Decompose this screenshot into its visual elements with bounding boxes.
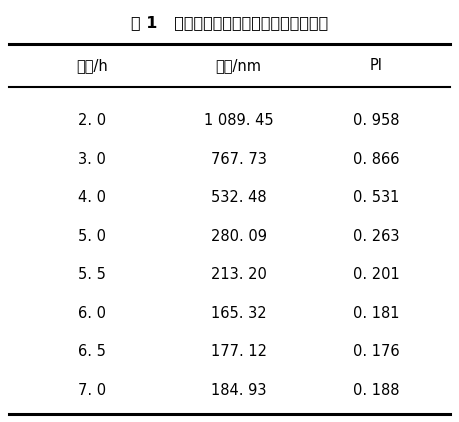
Text: 0. 176: 0. 176	[353, 344, 400, 359]
Text: 4. 0: 4. 0	[78, 190, 106, 205]
Text: 5. 5: 5. 5	[78, 267, 106, 282]
Text: 184. 93: 184. 93	[211, 383, 266, 398]
Text: 0. 531: 0. 531	[353, 190, 400, 205]
Text: 0. 188: 0. 188	[353, 383, 400, 398]
Text: 粒径/nm: 粒径/nm	[216, 58, 262, 73]
Text: 280. 09: 280. 09	[211, 229, 267, 243]
Text: 3. 0: 3. 0	[78, 151, 106, 167]
Text: 767. 73: 767. 73	[211, 151, 267, 167]
Text: 7. 0: 7. 0	[78, 383, 106, 398]
Text: 表 1   颗粒粒径、分散性随研磨时间的变化: 表 1 颗粒粒径、分散性随研磨时间的变化	[131, 15, 328, 30]
Text: PI: PI	[370, 58, 383, 73]
Text: 0. 181: 0. 181	[353, 306, 400, 321]
Text: 5. 0: 5. 0	[78, 229, 106, 243]
Text: 6. 0: 6. 0	[78, 306, 106, 321]
Text: 213. 20: 213. 20	[211, 267, 267, 282]
Text: 1 089. 45: 1 089. 45	[204, 113, 274, 128]
Text: 6. 5: 6. 5	[78, 344, 106, 359]
Text: 0. 866: 0. 866	[353, 151, 400, 167]
Text: 165. 32: 165. 32	[211, 306, 267, 321]
Text: 0. 958: 0. 958	[353, 113, 400, 128]
Text: 0. 263: 0. 263	[353, 229, 400, 243]
Text: 时间/h: 时间/h	[76, 58, 108, 73]
Text: 177. 12: 177. 12	[211, 344, 267, 359]
Text: 532. 48: 532. 48	[211, 190, 267, 205]
Text: 0. 201: 0. 201	[353, 267, 400, 282]
Text: 2. 0: 2. 0	[78, 113, 106, 128]
